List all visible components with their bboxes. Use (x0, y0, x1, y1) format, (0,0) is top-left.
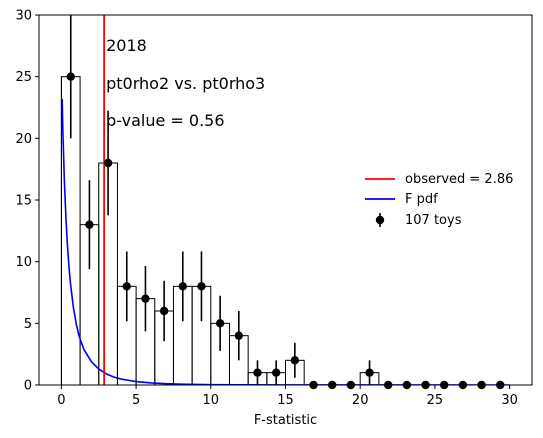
x-tick-label: 10 (203, 393, 220, 408)
toy-point (253, 368, 262, 377)
y-tick-label: 0 (24, 379, 32, 394)
legend-toys-swatch (375, 213, 385, 227)
toy-point (178, 282, 187, 291)
toy-point (365, 368, 374, 377)
toy-point (271, 368, 281, 377)
annotations: 2018 pt0rho2 vs. pt0rho3 p-value = 0.56 (106, 36, 265, 130)
x-tick-label: 25 (427, 393, 444, 408)
toy-point (122, 282, 131, 291)
toy-point (103, 158, 113, 168)
toy-point (197, 282, 206, 291)
toy-point (215, 319, 225, 328)
plot-layer (60, 15, 510, 390)
y-tick-label: 30 (15, 9, 32, 24)
toy-point (141, 294, 150, 303)
y-tick-label: 15 (15, 194, 32, 209)
y-tick-label: 25 (15, 70, 32, 85)
legend: observed = 2.86 F pdf 107 toys (365, 172, 513, 228)
toy-point (290, 356, 300, 365)
x-tick-label: 15 (277, 393, 294, 408)
legend-observed-label: observed = 2.86 (405, 172, 513, 187)
legend-toys-label: 107 toys (405, 213, 462, 228)
legend-toys-marker (375, 215, 385, 225)
x-tick-label: 30 (501, 393, 518, 408)
annotation-comparison: pt0rho2 vs. pt0rho3 (106, 74, 265, 93)
annotation-p-value: p-value = 0.56 (106, 111, 224, 130)
x-tick-label: 5 (132, 393, 140, 408)
y-tick-label: 10 (15, 255, 32, 270)
axes-layer: 0 5 10 15 20 25 30 0 5 10 15 20 25 30 (15, 9, 517, 409)
toy-point (234, 331, 244, 340)
legend-fpdf-label: F pdf (405, 192, 438, 207)
y-tick-label: 20 (15, 132, 32, 147)
x-tick-label: 0 (57, 393, 65, 408)
x-axis-label: F-statistic (254, 413, 317, 428)
toy-point (85, 220, 94, 229)
x-tick-label: 20 (352, 393, 369, 408)
toy-point (159, 306, 169, 316)
annotation-year: 2018 (106, 36, 147, 55)
y-tick-label: 5 (24, 317, 32, 332)
toy-point (66, 72, 75, 81)
